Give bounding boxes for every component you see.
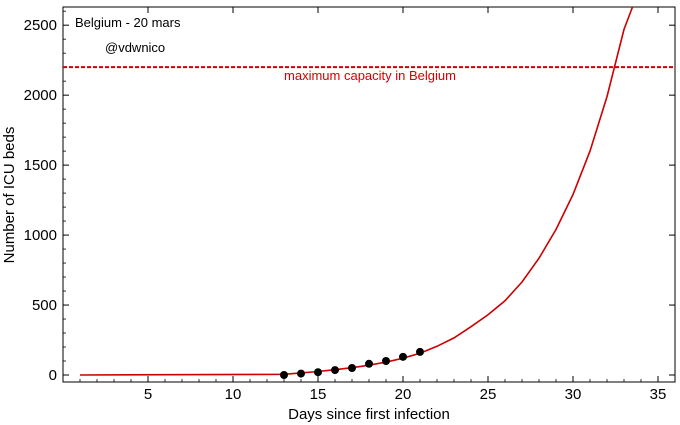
data-point (399, 352, 407, 361)
y-tick-label: 2500 (24, 17, 57, 34)
x-tick-label: 25 (480, 386, 497, 403)
data-point (365, 359, 373, 368)
x-tick-label: 35 (650, 386, 667, 403)
data-point (331, 366, 339, 375)
x-tick-label: 10 (225, 386, 242, 403)
capacity-label: maximum capacity in Belgium (284, 68, 456, 83)
y-tick-label: 2000 (24, 87, 57, 104)
title-annotation: Belgium - 20 mars (75, 15, 181, 30)
x-tick-label: 20 (395, 386, 412, 403)
handle-annotation: @vdwnico (105, 40, 165, 55)
data-point (416, 347, 424, 356)
plot-frame (62, 6, 676, 383)
y-tick-label: 1000 (24, 227, 57, 244)
y-tick-label: 0 (49, 367, 57, 384)
x-axis-title: Days since first infection (288, 406, 450, 423)
fit-line (79, 6, 634, 376)
y-axis: 0 500 1000 1500 2000 2500 (24, 10, 675, 384)
y-tick-label: 500 (32, 297, 57, 314)
data-point (314, 368, 322, 377)
x-tick-label: 5 (144, 386, 152, 403)
observed-points (280, 347, 424, 380)
x-axis: 5 10 15 20 25 30 35 (79, 7, 676, 403)
x-tick-label: 15 (310, 386, 327, 403)
data-point (297, 369, 305, 378)
data-point (348, 364, 356, 373)
y-axis-title: Number of ICU beds (1, 127, 18, 264)
y-tick-label: 1500 (24, 157, 57, 174)
data-point (280, 371, 288, 380)
x-tick-label: 30 (565, 386, 582, 403)
data-point (382, 357, 390, 366)
